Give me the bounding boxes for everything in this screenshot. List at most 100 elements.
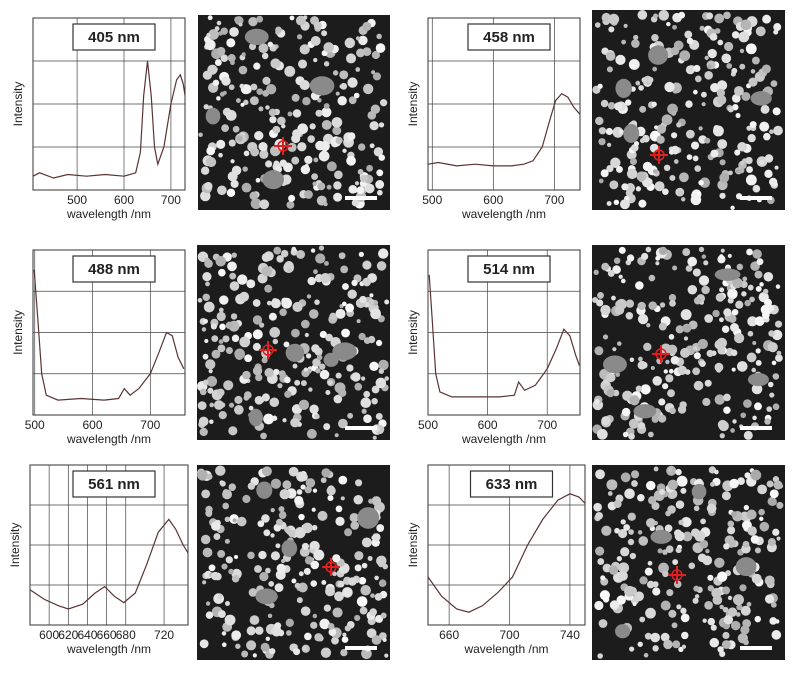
particle bbox=[647, 560, 653, 566]
particle bbox=[219, 91, 225, 97]
particle bbox=[704, 137, 711, 144]
particle bbox=[632, 601, 637, 607]
x-tick-label: 620 bbox=[58, 628, 78, 642]
particle bbox=[225, 601, 230, 606]
particle bbox=[360, 397, 372, 409]
particle bbox=[346, 364, 354, 372]
particle bbox=[372, 435, 377, 440]
particle bbox=[270, 298, 281, 309]
x-tick-label: 640 bbox=[77, 628, 97, 642]
particle bbox=[767, 305, 775, 312]
particle bbox=[275, 30, 280, 35]
particle bbox=[270, 58, 281, 69]
particle bbox=[318, 245, 325, 251]
title-box bbox=[72, 255, 156, 283]
particle bbox=[608, 26, 615, 33]
x-axis-label: wavelength /nm bbox=[463, 642, 548, 656]
particle bbox=[625, 312, 634, 320]
chart-title: 514 nm bbox=[483, 261, 535, 278]
particle bbox=[325, 333, 333, 342]
particle bbox=[717, 139, 728, 149]
particle bbox=[211, 521, 221, 531]
particle bbox=[313, 21, 322, 30]
particle bbox=[637, 360, 647, 370]
particle bbox=[270, 533, 275, 538]
particle bbox=[631, 480, 638, 487]
particle bbox=[261, 357, 268, 364]
particle bbox=[363, 414, 372, 423]
cluster bbox=[357, 507, 380, 529]
particle bbox=[621, 407, 631, 417]
particle bbox=[730, 349, 738, 357]
particle bbox=[656, 124, 667, 134]
particle bbox=[285, 618, 294, 627]
particle bbox=[384, 299, 390, 305]
particle bbox=[762, 311, 770, 319]
particle bbox=[358, 577, 367, 585]
particle bbox=[651, 101, 657, 107]
particle bbox=[378, 154, 386, 161]
particle bbox=[209, 419, 214, 424]
particle bbox=[304, 190, 313, 199]
particle bbox=[737, 633, 749, 644]
cluster bbox=[648, 45, 669, 65]
particle bbox=[360, 376, 366, 381]
particle bbox=[307, 135, 315, 143]
cluster bbox=[615, 78, 632, 98]
chart-title: 561 nm bbox=[88, 476, 140, 493]
particle bbox=[606, 66, 613, 73]
particle bbox=[248, 16, 258, 27]
particle bbox=[260, 642, 270, 652]
particle bbox=[370, 104, 381, 114]
particle bbox=[754, 547, 761, 554]
particle bbox=[236, 135, 243, 142]
particle bbox=[222, 489, 232, 500]
particle bbox=[714, 13, 725, 24]
particle bbox=[355, 67, 361, 72]
particle bbox=[598, 619, 608, 628]
particle bbox=[234, 395, 243, 404]
particle bbox=[648, 301, 658, 310]
particle bbox=[335, 308, 346, 319]
particle bbox=[317, 98, 322, 103]
particle bbox=[247, 551, 255, 560]
particle bbox=[214, 59, 222, 66]
cluster bbox=[332, 342, 357, 361]
cluster bbox=[285, 343, 305, 362]
particle bbox=[724, 41, 734, 52]
particle bbox=[754, 615, 761, 623]
particle bbox=[261, 466, 272, 477]
particle bbox=[648, 431, 654, 438]
particle bbox=[769, 617, 778, 625]
particle bbox=[684, 369, 691, 375]
particle bbox=[663, 639, 673, 650]
particle bbox=[616, 595, 626, 605]
particle bbox=[264, 368, 274, 378]
particle bbox=[355, 36, 361, 41]
particle bbox=[612, 389, 620, 397]
particle bbox=[341, 328, 350, 338]
particle bbox=[735, 112, 741, 119]
particle bbox=[748, 77, 758, 87]
particle bbox=[669, 299, 676, 307]
particle bbox=[669, 174, 676, 181]
particle bbox=[768, 177, 778, 187]
particle bbox=[595, 546, 605, 556]
particle bbox=[776, 536, 781, 541]
x-tick-label: 700 bbox=[544, 193, 564, 207]
particle bbox=[747, 526, 757, 536]
particle bbox=[739, 167, 745, 174]
particle bbox=[666, 21, 671, 27]
particle bbox=[641, 77, 647, 83]
particle bbox=[224, 516, 231, 523]
x-tick-label: 680 bbox=[116, 628, 136, 642]
particle bbox=[204, 259, 213, 268]
chart-title: 633 nm bbox=[486, 476, 538, 493]
particle bbox=[351, 372, 361, 382]
particle bbox=[277, 116, 286, 126]
particle bbox=[204, 39, 216, 51]
x-tick-label: 600 bbox=[83, 418, 103, 432]
particle bbox=[630, 470, 640, 479]
x-tick-label: 500 bbox=[25, 418, 45, 432]
particle bbox=[666, 589, 674, 597]
